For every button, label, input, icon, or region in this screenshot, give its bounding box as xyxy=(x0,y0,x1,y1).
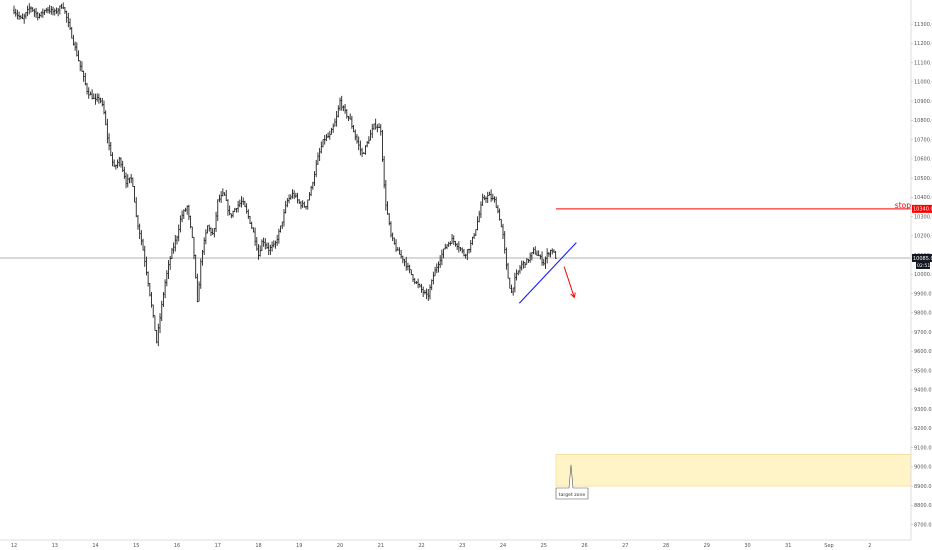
x-tick-label: 16 xyxy=(174,543,180,549)
y-tick-label: 8800.0 xyxy=(914,503,932,509)
x-tick-label: 17 xyxy=(215,543,221,549)
x-tick-label: 25 xyxy=(541,543,547,549)
x-tick-label: 20 xyxy=(337,543,343,549)
y-tick-label: 9400.0 xyxy=(914,388,932,394)
x-tick-label: 26 xyxy=(581,543,587,549)
y-tick-label: 10000.0 xyxy=(914,272,932,278)
current-price-tag-label: 10085.0 xyxy=(913,256,932,262)
y-tick-label: 9100.0 xyxy=(914,445,932,451)
y-tick-label: 9000.0 xyxy=(914,465,932,471)
y-tick-label: 8900.0 xyxy=(914,484,932,490)
target-zone-box xyxy=(555,454,912,487)
y-tick-label: 9700.0 xyxy=(914,330,932,336)
x-tick-label: 14 xyxy=(92,543,98,549)
y-tick-label: 9500.0 xyxy=(914,368,932,374)
y-tick-label: 11300.0 xyxy=(914,22,932,28)
y-tick-label: 9900.0 xyxy=(914,291,932,297)
y-tick-label: 10300.0 xyxy=(914,214,932,220)
countdown-tag-label: 02:51 xyxy=(917,263,930,269)
x-tick-label: 21 xyxy=(378,543,384,549)
down-arrow-head xyxy=(570,292,576,299)
x-tick-label: 28 xyxy=(663,543,669,549)
x-tick-label: 27 xyxy=(622,543,628,549)
stop-price-tag xyxy=(912,204,932,213)
ohlc-bar xyxy=(554,250,557,259)
x-tick-label: 2 xyxy=(868,543,871,549)
y-tick-label: 9800.0 xyxy=(914,311,932,317)
x-tick-label: 31 xyxy=(785,543,791,549)
y-tick-label: 10200.0 xyxy=(914,234,932,240)
countdown-tag xyxy=(916,261,930,269)
y-tick-label: 11000.0 xyxy=(914,80,932,86)
x-tick-label: 19 xyxy=(296,543,302,549)
x-tick-label: 30 xyxy=(744,543,750,549)
x-tick-label: 15 xyxy=(133,543,139,549)
trendline xyxy=(518,242,577,304)
stop-label: stop xyxy=(895,201,911,210)
x-tick-label: 13 xyxy=(52,543,58,549)
x-tick-label: 12 xyxy=(11,543,17,549)
y-tick-label: 10500.0 xyxy=(914,176,932,182)
y-tick-label: 9600.0 xyxy=(914,349,932,355)
x-tick-label: 29 xyxy=(704,543,710,549)
target-zone-callout xyxy=(555,464,589,500)
y-tick-label: 11100.0 xyxy=(914,60,932,66)
y-tick-label: 10700.0 xyxy=(914,137,932,143)
y-tick-label: 10900.0 xyxy=(914,99,932,105)
x-tick-label: 22 xyxy=(418,543,424,549)
down-arrow-shaft xyxy=(563,266,575,298)
stop-price-tag-label: 10340.0 xyxy=(913,207,932,213)
x-tick-label: 23 xyxy=(459,543,465,549)
y-tick-label: 11200.0 xyxy=(914,41,932,47)
y-tick-label: 9300.0 xyxy=(914,407,932,413)
x-tick-label: Sep xyxy=(824,543,833,549)
y-tick-label: 10800.0 xyxy=(914,118,932,124)
target-zone-label: target zone xyxy=(559,492,586,498)
y-tick-label: 9200.0 xyxy=(914,426,932,432)
y-tick-label: 8700.0 xyxy=(914,522,932,528)
x-tick-label: 24 xyxy=(500,543,506,549)
y-tick-label: 10600.0 xyxy=(914,157,932,163)
current-price-tag xyxy=(912,253,932,262)
x-tick-label: 18 xyxy=(255,543,261,549)
y-tick-label: 10400.0 xyxy=(914,195,932,201)
